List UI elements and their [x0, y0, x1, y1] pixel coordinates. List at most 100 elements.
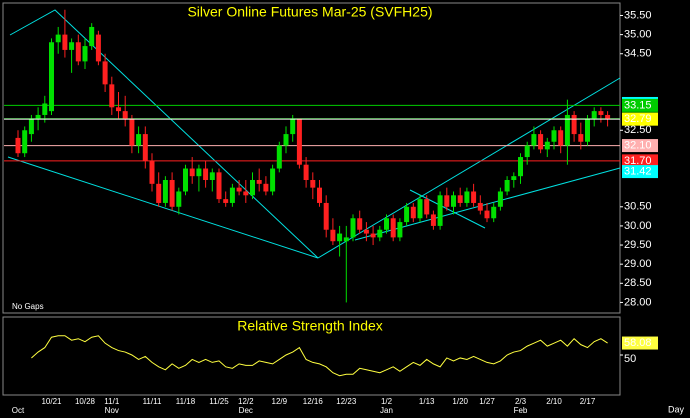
candle-body [531, 134, 537, 146]
candle-body [122, 111, 128, 119]
rsi-line [31, 335, 608, 377]
y-tick-label: 28.00 [624, 296, 652, 308]
month-label: Dec [239, 406, 253, 415]
x-tick-label: 11/18 [176, 397, 196, 406]
candle-body [162, 180, 168, 203]
candle-body [156, 183, 162, 203]
candle-body [203, 168, 209, 180]
rsi-title: Relative Strength Index [237, 318, 383, 334]
x-tick-label: 11/25 [209, 397, 229, 406]
price-label: 33.15 [624, 99, 652, 111]
candle-body [497, 191, 503, 207]
candle-body [243, 191, 249, 196]
candle-body [136, 134, 142, 146]
month-label: Feb [514, 406, 528, 415]
candle-body [598, 111, 604, 115]
candle-body [49, 42, 54, 112]
candle-body [484, 210, 490, 219]
last-price-box [622, 112, 658, 126]
candle-body [558, 130, 564, 146]
candle-body [296, 118, 302, 165]
candle-body [62, 34, 68, 50]
candle-body [290, 118, 296, 135]
candle-body [142, 134, 148, 161]
price-label-box [622, 154, 658, 168]
candle-body [236, 187, 242, 192]
candle-body [417, 199, 423, 219]
candle-body [310, 180, 316, 188]
candle-body [89, 26, 95, 47]
candle-body [223, 199, 229, 203]
x-tick-label: 11/11 [143, 397, 162, 406]
x-axis-label: Day [668, 404, 685, 414]
annotation: No Gaps [12, 302, 44, 311]
candle-body [350, 218, 356, 238]
candle-body [437, 195, 443, 226]
candle-body [28, 118, 34, 135]
price-label-box [622, 139, 658, 153]
candle-body [276, 145, 282, 169]
candle-body [384, 218, 389, 230]
y-tick-label: 34.50 [624, 48, 652, 60]
candle-body [317, 187, 322, 203]
candle-body [196, 168, 202, 177]
candle-body [209, 172, 215, 180]
candle-body [95, 34, 101, 62]
y-tick-label: 32.50 [624, 124, 652, 136]
y-tick-label: 28.50 [624, 277, 652, 289]
last-price-label: 32.79 [624, 113, 652, 125]
candle-body [176, 191, 182, 207]
candle-body [229, 187, 235, 203]
x-tick-label: 1/13 [419, 397, 435, 406]
y-tick-label: 35.50 [624, 9, 652, 21]
candle-body [585, 118, 590, 142]
x-tick-label: 12/23 [336, 397, 357, 406]
candle-body [169, 180, 175, 207]
candle-body [102, 61, 108, 85]
price-panel [2, 2, 621, 314]
candle-body [183, 168, 188, 192]
candle-body [464, 191, 470, 203]
up-channel-upper [317, 77, 621, 259]
candle-body [451, 195, 456, 207]
x-tick-label: 10/28 [75, 397, 96, 406]
candle-body [270, 168, 276, 192]
candle-body [35, 114, 41, 119]
x-tick-label: 10/21 [41, 397, 62, 406]
candle-body [82, 46, 88, 62]
candle-body [538, 134, 544, 150]
candle-body [55, 34, 61, 43]
candle-body [250, 180, 255, 196]
candle-body [129, 118, 135, 146]
candle-body [283, 134, 289, 146]
price-label-box [622, 165, 658, 179]
candle-body [591, 111, 597, 119]
price-label-box [622, 98, 658, 112]
rsi-panel [2, 316, 621, 396]
rsi-last-label: 58.08 [624, 337, 652, 349]
candle-body [303, 164, 309, 180]
candle-body [15, 137, 21, 154]
price-label: 31.42 [624, 165, 652, 177]
y-tick-label: 50 [624, 353, 636, 365]
candle-body [518, 157, 523, 177]
candle-body [75, 42, 81, 62]
y-tick-label: 30.00 [624, 220, 652, 232]
x-tick-label: 1/2 [381, 397, 393, 406]
candle-body [42, 103, 48, 115]
month-label: Oct [12, 406, 25, 415]
candle-body [390, 218, 396, 238]
candle-body [524, 145, 530, 158]
rsi-last-box [622, 336, 658, 350]
x-tick-label: 1/20 [452, 397, 468, 406]
candle-body [357, 218, 363, 230]
candle-body [337, 233, 343, 242]
candle-body [109, 84, 115, 108]
candle-body [116, 107, 121, 112]
y-tick-label: 29.50 [624, 239, 652, 251]
candle-body [430, 214, 436, 226]
candle-body [404, 206, 410, 223]
x-tick-label: 11/1 [104, 397, 120, 406]
candle-body [564, 114, 570, 146]
